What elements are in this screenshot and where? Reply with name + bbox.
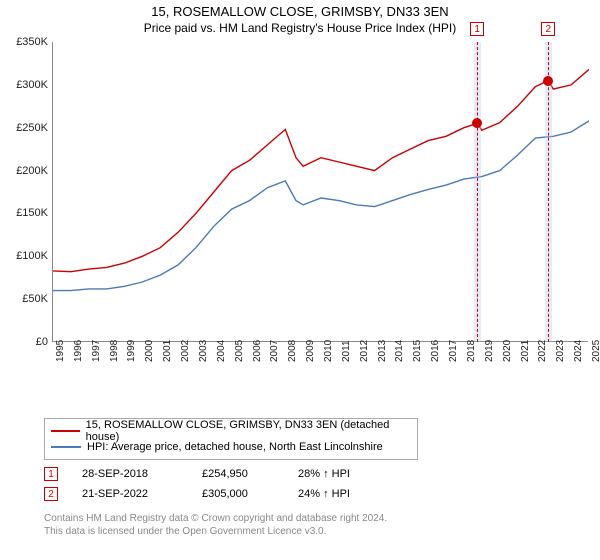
x-tick-label: 2013: [377, 340, 388, 362]
x-tick-label: 2020: [502, 340, 513, 362]
event-price: £254,950: [202, 468, 274, 480]
x-tick-label: 2006: [252, 340, 263, 362]
x-tick-label: 2004: [216, 340, 227, 362]
x-tick-label: 2011: [341, 340, 352, 362]
x-tick-label: 2024: [573, 340, 584, 362]
y-tick-label: £50K: [6, 293, 48, 305]
event-diff: 24% ↑ HPI: [298, 488, 350, 500]
footer: Contains HM Land Registry data © Crown c…: [44, 512, 387, 538]
x-tick-label: 2014: [394, 340, 405, 362]
x-tick-label: 2017: [448, 340, 459, 362]
legend-row: 15, ROSEMALLOW CLOSE, GRIMSBY, DN33 3EN …: [51, 423, 411, 439]
chart-wrap: £0£50K£100K£150K£200K£250K£300K£350K 12 …: [6, 42, 594, 372]
y-tick-label: £100K: [6, 250, 48, 262]
legend-swatch: [51, 430, 80, 432]
events-table: 1 28-SEP-2018 £254,950 28% ↑ HPI 2 21-SEP-202…: [44, 464, 350, 504]
chart-subtitle: Price paid vs. HM Land Registry's House …: [0, 19, 600, 35]
x-tick-label: 1997: [91, 340, 102, 362]
y-tick-label: £300K: [6, 79, 48, 91]
marker-line: [477, 42, 478, 342]
y-tick-label: £0: [6, 336, 48, 348]
x-tick-label: 2005: [234, 340, 245, 362]
x-tick-label: 2025: [591, 340, 600, 362]
plot-area: 12: [52, 42, 588, 342]
chart-container: 15, ROSEMALLOW CLOSE, GRIMSBY, DN33 3EN …: [0, 0, 600, 560]
x-tick-label: 2010: [323, 340, 334, 362]
marker-dot: [543, 76, 553, 86]
series-hpi: [53, 121, 589, 291]
x-tick-label: 1996: [73, 340, 84, 362]
x-tick-label: 2023: [555, 340, 566, 362]
event-date: 21-SEP-2022: [82, 488, 178, 500]
event-date: 28-SEP-2018: [82, 468, 178, 480]
event-marker: 2: [44, 487, 58, 501]
marker-line: [548, 42, 549, 342]
x-tick-label: 2018: [466, 340, 477, 362]
line-series: [53, 42, 589, 342]
x-tick-label: 1995: [55, 340, 66, 362]
x-tick-label: 2008: [287, 340, 298, 362]
event-row: 1 28-SEP-2018 £254,950 28% ↑ HPI: [44, 464, 350, 484]
legend-row: HPI: Average price, detached house, Nort…: [51, 439, 411, 455]
x-tick-label: 2009: [305, 340, 316, 362]
marker-box: 2: [541, 22, 555, 36]
x-tick-label: 2002: [180, 340, 191, 362]
x-tick-label: 2000: [144, 340, 155, 362]
x-tick-label: 2021: [520, 340, 531, 362]
event-row: 2 21-SEP-2022 £305,000 24% ↑ HPI: [44, 484, 350, 504]
x-tick-label: 1998: [109, 340, 120, 362]
event-price: £305,000: [202, 488, 274, 500]
x-tick-label: 2001: [162, 340, 173, 362]
legend-label: 15, ROSEMALLOW CLOSE, GRIMSBY, DN33 3EN …: [86, 419, 411, 443]
legend-label: HPI: Average price, detached house, Nort…: [87, 441, 383, 453]
x-tick-label: 2007: [269, 340, 280, 362]
footer-line2: This data is licensed under the Open Gov…: [44, 525, 387, 538]
x-tick-label: 2022: [537, 340, 548, 362]
footer-line1: Contains HM Land Registry data © Crown c…: [44, 512, 387, 525]
y-tick-label: £250K: [6, 122, 48, 134]
x-tick-label: 2016: [430, 340, 441, 362]
series-property: [53, 69, 589, 271]
marker-dot: [472, 118, 482, 128]
event-diff: 28% ↑ HPI: [298, 468, 350, 480]
x-tick-label: 2012: [359, 340, 370, 362]
x-tick-label: 2019: [484, 340, 495, 362]
y-tick-label: £350K: [6, 36, 48, 48]
chart-title: 15, ROSEMALLOW CLOSE, GRIMSBY, DN33 3EN: [0, 0, 600, 19]
legend: 15, ROSEMALLOW CLOSE, GRIMSBY, DN33 3EN …: [44, 418, 418, 460]
event-marker: 1: [44, 467, 58, 481]
legend-swatch: [51, 446, 81, 448]
x-tick-label: 1999: [126, 340, 137, 362]
x-tick-label: 2015: [412, 340, 423, 362]
y-tick-label: £200K: [6, 165, 48, 177]
marker-box: 1: [470, 22, 484, 36]
x-tick-label: 2003: [198, 340, 209, 362]
y-tick-label: £150K: [6, 207, 48, 219]
